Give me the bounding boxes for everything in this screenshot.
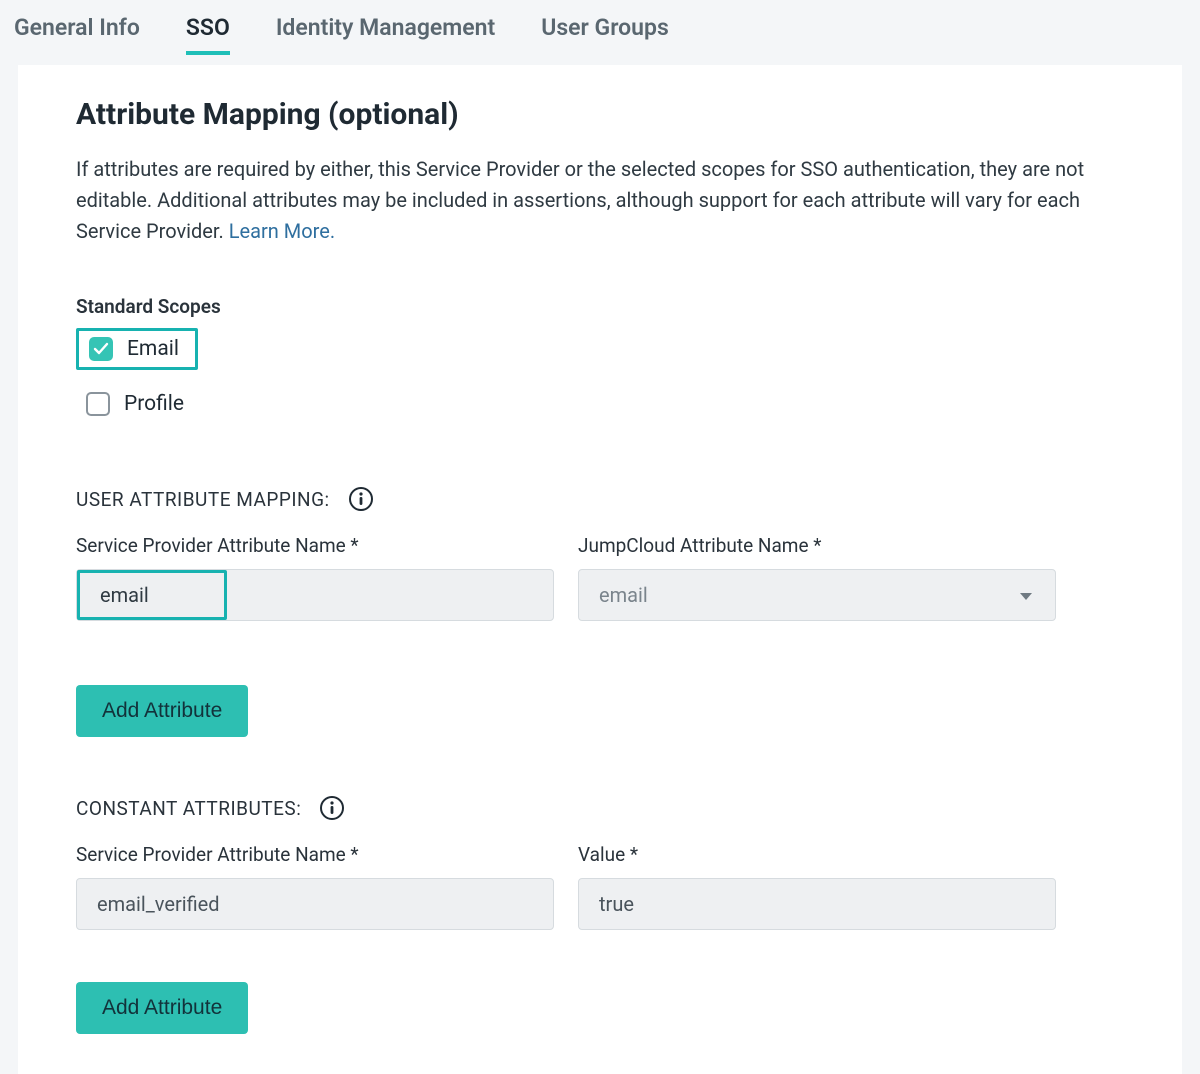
const-value-field[interactable]: true xyxy=(578,878,1056,930)
tab-bar: General Info SSO Identity Management Use… xyxy=(0,0,1200,55)
caret-down-icon xyxy=(1019,583,1033,607)
page-description: If attributes are required by either, th… xyxy=(76,154,1116,247)
tab-sso[interactable]: SSO xyxy=(186,14,230,55)
jc-attr-name-value: email xyxy=(599,583,648,607)
scope-email-label: Email xyxy=(127,337,179,361)
add-constant-attribute-button[interactable]: Add Attribute xyxy=(76,982,248,1034)
tab-general-info[interactable]: General Info xyxy=(14,14,140,55)
jc-attr-name-label: JumpCloud Attribute Name * xyxy=(578,534,1056,557)
attribute-mapping-panel: Attribute Mapping (optional) If attribut… xyxy=(18,65,1182,1074)
tab-user-groups[interactable]: User Groups xyxy=(541,14,669,55)
constant-attr-labels-row: Service Provider Attribute Name * email_… xyxy=(76,843,1124,930)
constant-attributes-header: CONSTANT ATTRIBUTES: xyxy=(76,795,1124,821)
add-user-attribute-button[interactable]: Add Attribute xyxy=(76,685,248,737)
const-sp-attr-name-value: email_verified xyxy=(97,892,220,916)
checkmark-icon xyxy=(93,341,109,357)
const-value-value: true xyxy=(599,892,634,916)
scope-email-checkbox[interactable] xyxy=(89,337,113,361)
const-sp-attr-name-field[interactable]: email_verified xyxy=(76,878,554,930)
sp-attr-name-value: email xyxy=(77,570,227,620)
standard-scopes-label: Standard Scopes xyxy=(76,295,1124,318)
const-value-label: Value * xyxy=(578,843,1056,866)
scope-profile-row[interactable]: Profile xyxy=(76,386,200,422)
scope-profile-checkbox[interactable] xyxy=(86,392,110,416)
constant-attributes-title: CONSTANT ATTRIBUTES: xyxy=(76,797,301,820)
user-attribute-mapping-header: USER ATTRIBUTE MAPPING: xyxy=(76,486,1124,512)
page-title: Attribute Mapping (optional) xyxy=(76,97,1124,132)
info-icon[interactable] xyxy=(319,795,345,821)
scope-profile-label: Profile xyxy=(124,392,184,416)
user-attribute-mapping-title: USER ATTRIBUTE MAPPING: xyxy=(76,488,330,511)
learn-more-link[interactable]: Learn More. xyxy=(229,219,335,243)
sp-attr-name-field[interactable]: email xyxy=(76,569,554,621)
info-icon[interactable] xyxy=(348,486,374,512)
scope-email-row[interactable]: Email xyxy=(76,328,198,370)
jc-attr-name-select[interactable]: email xyxy=(578,569,1056,621)
user-attr-labels-row: Service Provider Attribute Name * email … xyxy=(76,534,1124,621)
sp-attr-name-label: Service Provider Attribute Name * xyxy=(76,534,554,557)
page-description-text: If attributes are required by either, th… xyxy=(76,157,1084,243)
tab-identity-management[interactable]: Identity Management xyxy=(276,14,495,55)
const-sp-attr-name-label: Service Provider Attribute Name * xyxy=(76,843,554,866)
